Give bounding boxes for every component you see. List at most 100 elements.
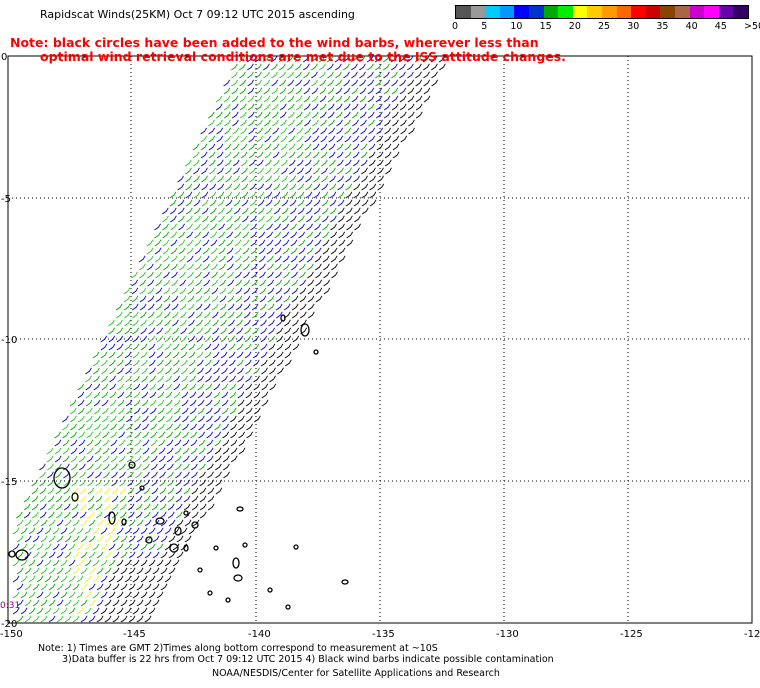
wind-barb <box>170 255 178 263</box>
wind-barb <box>201 207 209 215</box>
wind-barb <box>112 519 120 527</box>
wind-barb <box>140 327 148 335</box>
wind-barb <box>172 327 180 335</box>
wind-barb <box>111 479 119 487</box>
wind-barb <box>295 111 303 119</box>
wind-barb <box>250 215 257 223</box>
wind-barb <box>48 583 56 591</box>
wind-barb <box>163 287 171 295</box>
wind-barb <box>225 175 232 183</box>
wind-barb <box>68 575 76 583</box>
wind-barb <box>319 95 327 103</box>
wind-barb <box>40 567 48 575</box>
wind-barb <box>328 143 336 151</box>
scale-swatch <box>704 6 719 18</box>
wind-barb <box>336 119 343 127</box>
wind-barb <box>117 399 125 407</box>
wind-barb <box>56 599 64 607</box>
wind-barb <box>200 151 208 159</box>
wind-barb <box>31 495 39 503</box>
wind-barb <box>376 159 384 167</box>
wind-barb <box>251 263 258 271</box>
wind-barb <box>290 247 298 255</box>
wind-barb <box>368 135 376 143</box>
wind-barb <box>71 463 78 471</box>
wind-barb <box>277 367 284 375</box>
wind-barb <box>218 247 226 255</box>
wind-barb <box>407 79 415 87</box>
wind-barb <box>144 519 152 527</box>
wind-barb <box>321 207 329 215</box>
wind-barb <box>109 375 116 383</box>
wind-barb <box>209 175 216 183</box>
wind-barb <box>203 303 211 311</box>
wind-barb <box>135 471 142 479</box>
scale-swatch <box>616 6 632 18</box>
wind-barb <box>196 351 204 359</box>
wind-barb <box>287 111 295 119</box>
wind-barb <box>217 167 224 175</box>
wind-barb <box>78 439 86 447</box>
wind-barb <box>229 375 236 383</box>
wind-barb <box>68 591 76 599</box>
wind-barb <box>216 159 224 167</box>
wind-barb <box>256 119 263 127</box>
wind-barb <box>322 215 329 223</box>
wind-barb <box>202 255 210 263</box>
wind-barb <box>133 367 140 375</box>
wind-barb <box>283 295 291 303</box>
wind-barb <box>220 359 228 367</box>
wind-barb <box>170 223 177 231</box>
wind-barb <box>323 287 331 295</box>
wind-barb <box>415 63 422 71</box>
wind-barb <box>172 359 180 367</box>
wind-barb <box>268 359 276 367</box>
wind-barb <box>280 119 287 127</box>
wind-barb <box>39 495 47 503</box>
wind-barb <box>150 423 157 431</box>
wind-barb <box>109 383 117 391</box>
wind-barb <box>173 399 181 407</box>
wind-barb <box>296 143 304 151</box>
wind-barb <box>335 63 342 71</box>
scale-swatch <box>689 6 705 18</box>
wind-barb <box>299 311 307 319</box>
wind-barb <box>275 287 283 295</box>
wind-barb <box>141 391 149 399</box>
wind-barb <box>271 79 279 87</box>
wind-barb <box>96 519 104 527</box>
wind-barb <box>366 55 374 63</box>
wind-barb <box>313 191 321 199</box>
wind-barb <box>184 519 192 527</box>
wind-barb <box>155 271 162 279</box>
wind-barb <box>174 439 182 447</box>
wind-barb <box>87 463 94 471</box>
wind-barb <box>181 399 189 407</box>
wind-barb <box>287 63 294 71</box>
wind-barb <box>315 295 323 303</box>
wind-barb <box>319 103 327 111</box>
wind-barb <box>72 583 80 591</box>
wind-barb <box>225 199 233 207</box>
wind-barb <box>281 175 288 183</box>
wind-barb <box>186 255 194 263</box>
wind-barb <box>279 95 287 103</box>
wind-barb <box>48 615 56 623</box>
wind-barb <box>261 399 269 407</box>
wind-barb <box>64 535 72 543</box>
wind-barb <box>281 199 289 207</box>
wind-barb <box>102 455 110 463</box>
wind-barb <box>131 295 139 303</box>
wind-barb <box>133 399 141 407</box>
wind-barb <box>28 559 36 567</box>
wind-barb <box>274 223 281 231</box>
wind-barb <box>162 215 169 223</box>
wind-barb <box>415 103 423 111</box>
wind-barb <box>77 383 85 391</box>
wind-barb <box>80 567 88 575</box>
wind-barb <box>20 559 28 567</box>
wind-barb <box>198 447 206 455</box>
wind-barb <box>171 263 178 271</box>
wind-barb <box>108 327 116 335</box>
